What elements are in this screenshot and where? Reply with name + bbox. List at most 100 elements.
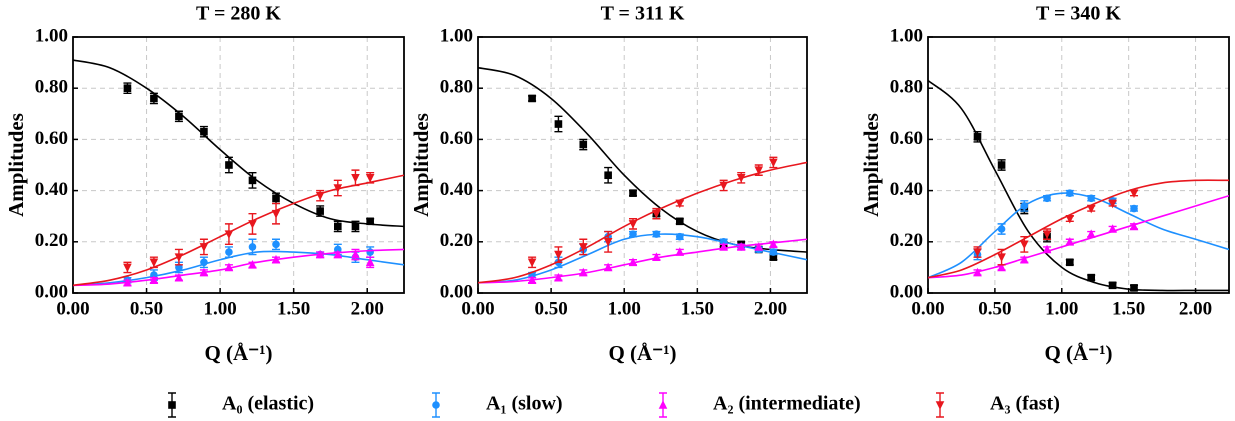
marker	[333, 249, 343, 259]
marker	[271, 209, 281, 219]
y-tick-label: 0.40	[890, 179, 923, 200]
marker	[973, 267, 982, 277]
marker	[675, 217, 684, 226]
marker	[652, 209, 661, 219]
marker	[603, 238, 613, 247]
marker	[736, 242, 746, 251]
y-tick-label: 0.00	[35, 281, 68, 302]
fit-curve	[928, 79, 1229, 292]
marker	[1066, 189, 1074, 197]
marker	[272, 240, 280, 249]
chart-title: T = 311 K	[601, 3, 685, 25]
marker	[175, 112, 183, 121]
marker	[554, 120, 563, 128]
x-tick-label: 1.00	[203, 298, 236, 319]
y-tick-label: 1.00	[440, 25, 473, 46]
marker	[149, 275, 159, 284]
marker	[272, 194, 280, 203]
marker	[199, 243, 209, 252]
plot-frame	[927, 36, 1230, 294]
fit-curve	[928, 179, 1229, 279]
marker	[248, 220, 257, 229]
y-axis-label: Amplitudes	[409, 113, 433, 217]
marker	[997, 253, 1006, 262]
marker	[1130, 204, 1138, 213]
x-tick-label: 0.50	[978, 298, 1011, 319]
marker	[225, 248, 233, 256]
y-tick-label: 0.60	[890, 128, 923, 149]
marker	[366, 217, 374, 226]
marker	[174, 253, 184, 262]
y-tick-label: 0.40	[35, 179, 68, 200]
marker	[315, 249, 325, 259]
x-tick-label: 0.00	[461, 298, 494, 319]
x-axis-label: Q (Å⁻¹)	[204, 341, 272, 365]
x-tick-label: 0.00	[911, 298, 944, 319]
marker	[271, 254, 281, 264]
marker	[225, 161, 233, 169]
marker	[719, 242, 728, 251]
marker	[652, 252, 661, 261]
fit-curve	[478, 161, 807, 284]
y-tick-label: 0.60	[35, 128, 68, 149]
x-tick-label: 1.50	[1112, 298, 1145, 319]
marker	[200, 258, 208, 267]
marker	[1042, 244, 1052, 254]
legend-marker	[935, 401, 945, 410]
x-tick-label: 1.00	[608, 298, 641, 319]
legend-label: A₀ (elastic)	[222, 393, 314, 415]
marker	[1108, 281, 1117, 290]
marker	[1086, 204, 1096, 214]
marker	[224, 230, 234, 239]
marker	[333, 184, 343, 193]
legend-marker	[658, 400, 668, 409]
marker	[1108, 199, 1117, 209]
marker	[652, 230, 661, 238]
marker	[1020, 202, 1029, 210]
marker	[578, 267, 588, 277]
marker	[675, 247, 685, 256]
marker	[351, 249, 360, 259]
marker	[150, 94, 158, 103]
marker	[123, 263, 132, 273]
marker	[224, 262, 234, 272]
legend-marker	[432, 401, 440, 409]
marker	[123, 84, 132, 92]
marker	[366, 248, 374, 256]
marker	[769, 253, 778, 261]
marker	[997, 161, 1006, 169]
marker	[365, 257, 375, 267]
marker	[628, 220, 638, 229]
marker	[754, 242, 764, 251]
y-tick-label: 0.20	[890, 230, 923, 251]
marker	[248, 243, 257, 251]
y-tick-label: 0.20	[35, 230, 68, 251]
marker	[769, 248, 778, 256]
y-tick-label: 0.00	[890, 281, 923, 302]
plot-frame	[477, 36, 808, 294]
y-tick-label: 0.60	[440, 128, 473, 149]
marker	[365, 174, 375, 183]
marker	[736, 174, 746, 183]
x-axis-label: Q (Å⁻¹)	[1044, 341, 1112, 365]
marker	[1066, 258, 1074, 267]
marker	[315, 191, 325, 201]
marker	[1042, 230, 1052, 239]
legend-marker	[168, 401, 176, 409]
marker	[199, 267, 209, 277]
x-tick-label: 2.00	[1179, 298, 1212, 319]
x-tick-label: 0.00	[56, 298, 89, 319]
marker	[1129, 221, 1139, 231]
marker	[174, 272, 184, 282]
x-tick-label: 1.50	[277, 298, 310, 319]
marker	[351, 222, 360, 231]
marker	[1108, 224, 1117, 233]
marker	[629, 230, 637, 238]
y-tick-label: 0.20	[440, 230, 473, 251]
marker	[769, 239, 778, 249]
marker	[997, 225, 1006, 233]
legend-label: A₃ (fast)	[990, 393, 1060, 415]
marker	[629, 189, 637, 197]
fit-curve	[73, 59, 404, 228]
